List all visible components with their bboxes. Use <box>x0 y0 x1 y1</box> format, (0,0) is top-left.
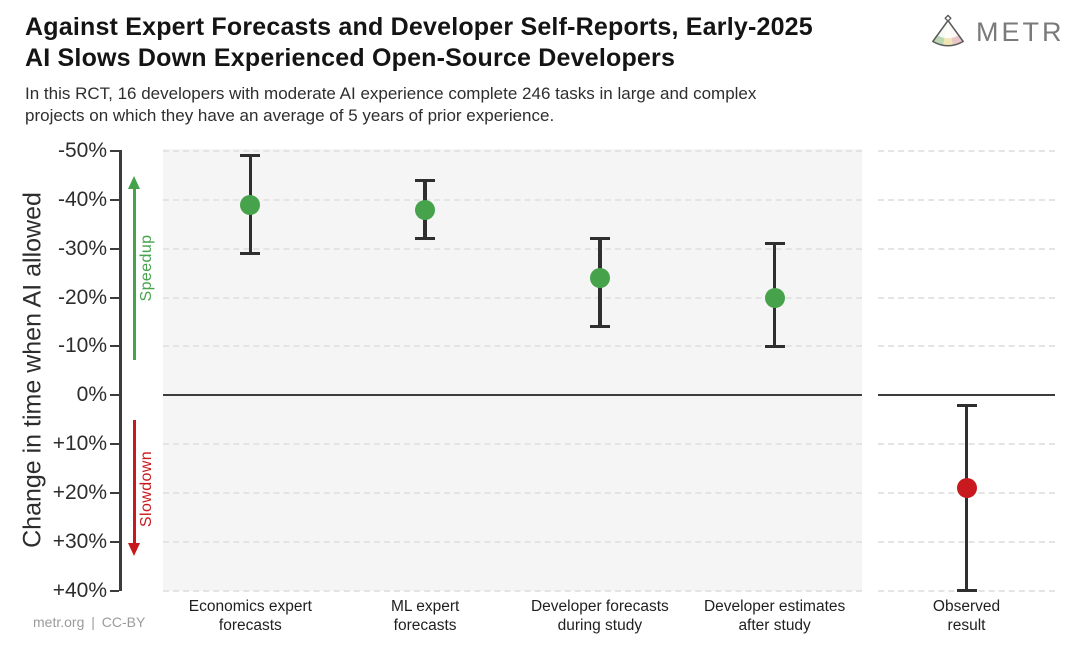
y-tick-label: +30% <box>52 529 107 553</box>
error-bar-cap-top <box>589 237 610 241</box>
zero-line <box>163 394 862 397</box>
y-axis-tick <box>110 394 119 397</box>
title-line-2: AI Slows Down Experienced Open-Source De… <box>25 44 676 72</box>
title-line-1: Against Expert Forecasts and Developer S… <box>25 13 813 41</box>
data-point-marker <box>240 194 261 215</box>
data-point-marker <box>764 287 785 308</box>
y-tick-label: -20% <box>57 285 107 309</box>
slowdown-arrow-icon <box>128 420 141 556</box>
gridline <box>878 247 1055 250</box>
gridline <box>163 150 862 152</box>
y-axis-line <box>119 150 122 591</box>
metr-logo-text: METR <box>976 16 1065 47</box>
credit-line: metr.org | CC-BY <box>33 614 146 630</box>
error-bar-cap-top <box>415 178 436 182</box>
subtitle-line-2: projects on which they have an average o… <box>25 106 555 125</box>
error-bar-cap-bottom <box>956 589 977 593</box>
y-tick-label: +40% <box>52 578 107 602</box>
speedup-arrow-icon <box>128 176 141 360</box>
error-bar-cap-bottom <box>589 325 610 329</box>
y-axis-tick <box>110 247 119 250</box>
gridline <box>163 443 862 446</box>
gridline <box>163 345 862 348</box>
gridline <box>163 198 862 201</box>
gridline <box>163 540 862 543</box>
y-tick-label: -40% <box>57 187 107 211</box>
y-tick-label: +20% <box>52 481 107 505</box>
x-axis-label: Observed result <box>932 598 1001 634</box>
x-axis-label: Economics expert forecasts <box>188 598 312 634</box>
page-subtitle: In this RCT, 16 developers with moderate… <box>25 83 756 127</box>
gridline <box>163 492 862 495</box>
y-axis-tick <box>110 150 119 152</box>
forecast-panel-background <box>163 149 862 591</box>
y-tick-label: -10% <box>57 334 107 358</box>
zero-line <box>878 394 1055 397</box>
y-tick-label: +10% <box>52 432 107 456</box>
gridline <box>878 345 1055 348</box>
y-axis-tick <box>110 540 119 543</box>
x-axis-label: Developer forecasts during study <box>530 598 669 634</box>
error-bar-cap-bottom <box>240 252 261 256</box>
data-point-marker <box>589 268 610 289</box>
y-axis-tick <box>110 492 119 495</box>
error-bar-cap-top <box>764 242 785 246</box>
y-tick-label: 0% <box>76 383 107 407</box>
speedup-label: Speedup <box>138 234 155 302</box>
gridline <box>163 296 862 299</box>
error-bar-cap-bottom <box>764 344 785 348</box>
gridline <box>163 589 862 592</box>
subtitle-line-1: In this RCT, 16 developers with moderate… <box>25 84 757 103</box>
y-tick-label: -50% <box>57 139 107 162</box>
metr-fan-icon <box>932 14 964 47</box>
x-axis-label: Developer estimates after study <box>703 598 846 634</box>
slowdown-label: Slowdown <box>138 450 155 528</box>
gridline <box>878 296 1055 299</box>
error-bar-cap-bottom <box>415 237 436 241</box>
y-axis-tick <box>110 198 119 201</box>
error-bar-cap-top <box>240 154 261 158</box>
data-point-marker <box>956 478 977 499</box>
gridline <box>878 150 1055 152</box>
y-tick-label: -30% <box>57 236 107 260</box>
y-axis-tick <box>110 345 119 348</box>
page-title: Against Expert Forecasts and Developer S… <box>25 12 813 74</box>
data-point-marker <box>415 199 436 220</box>
gridline <box>163 247 862 250</box>
metr-logo: METR <box>929 13 1065 51</box>
y-axis-tick <box>110 443 119 446</box>
y-axis-tick <box>110 296 119 299</box>
error-bar-cap-top <box>956 403 977 407</box>
gridline <box>878 198 1055 201</box>
y-axis-tick <box>110 589 119 592</box>
x-axis-label: ML expert forecasts <box>390 598 460 634</box>
